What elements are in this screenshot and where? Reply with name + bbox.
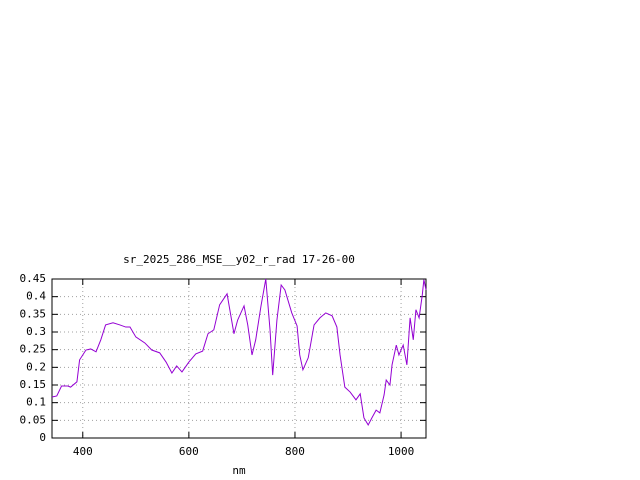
y-tick-label: 0.25 — [20, 343, 47, 356]
y-tick-label: 0.2 — [26, 360, 46, 373]
x-tick-label: 1000 — [388, 445, 415, 458]
y-tick-label: 0.15 — [20, 378, 47, 391]
y-tick-label: 0.35 — [20, 307, 47, 320]
y-tick-label: 0.4 — [26, 290, 46, 303]
y-tick-label: 0.3 — [26, 325, 46, 338]
x-tick-label: 400 — [73, 445, 93, 458]
y-tick-label: 0 — [39, 431, 46, 444]
x-axis-label: nm — [232, 464, 246, 477]
chart-title: sr_2025_286_MSE__y02_r_rad 17-26-00 — [123, 253, 355, 266]
data-line — [51, 278, 427, 426]
y-tick-label: 0.05 — [20, 413, 47, 426]
x-tick-label: 600 — [179, 445, 199, 458]
x-tick-label: 800 — [285, 445, 305, 458]
plot-border — [51, 278, 427, 439]
y-tick-label: 0.45 — [20, 272, 47, 285]
y-tick-label: 0.1 — [26, 396, 46, 409]
